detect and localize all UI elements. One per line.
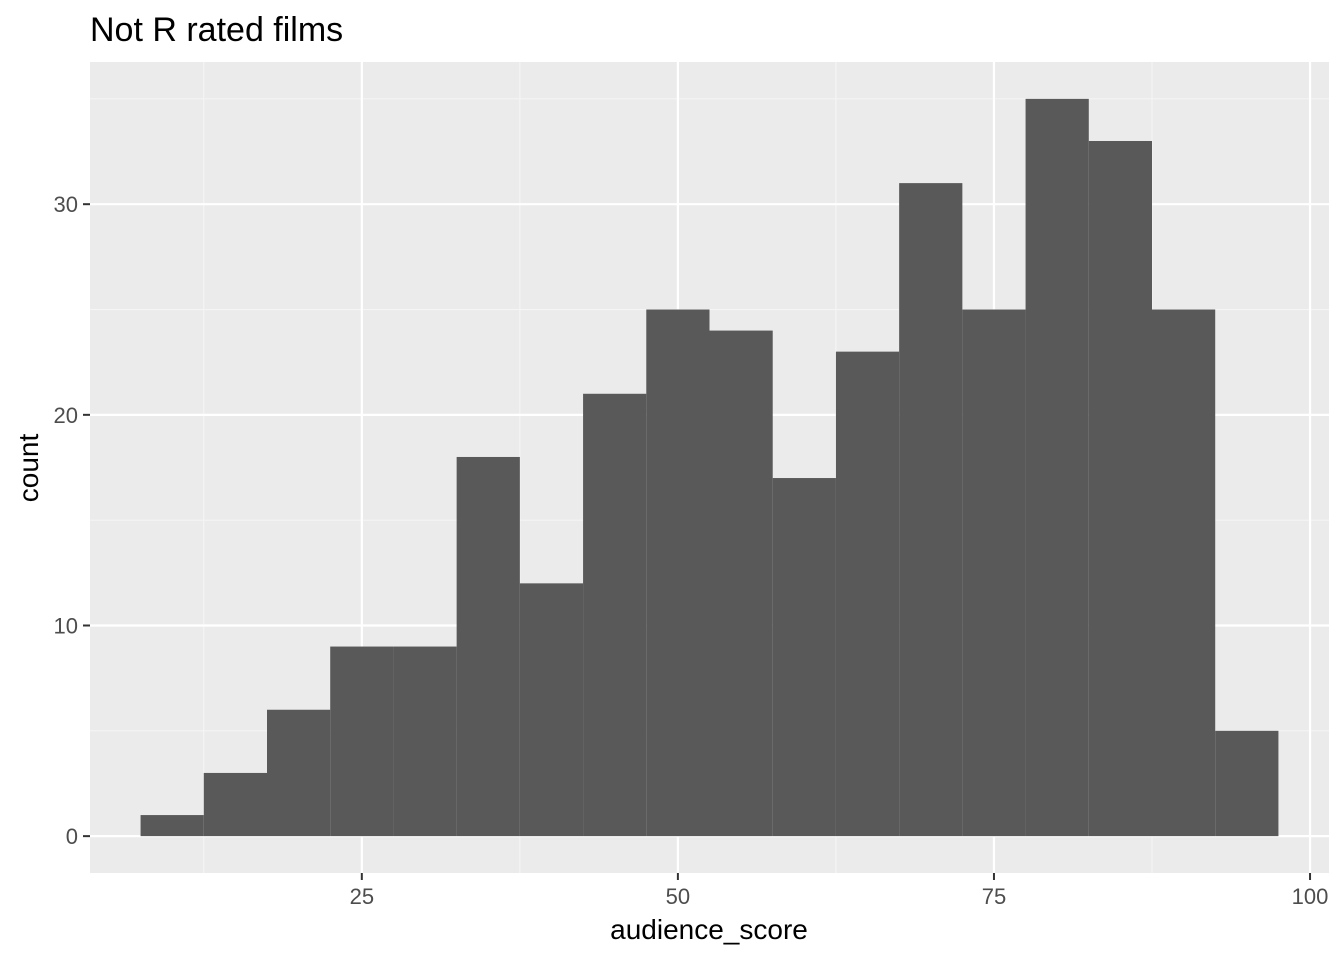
y-tick-label: 10 <box>54 613 78 638</box>
y-axis: 0 10 20 30 <box>54 192 90 849</box>
x-axis: 25 50 75 100 <box>350 873 1329 909</box>
y-tick-label: 30 <box>54 192 78 217</box>
histogram-bar <box>1088 140 1152 837</box>
x-tick-label: 100 <box>1292 884 1329 909</box>
histogram-bar <box>140 815 204 837</box>
chart-title: Not R rated films <box>90 11 343 49</box>
histogram-bar <box>393 646 457 837</box>
histogram-bar <box>203 772 267 837</box>
histogram-bar <box>835 351 900 837</box>
x-tick-label: 50 <box>666 884 690 909</box>
histogram-bar <box>709 330 773 837</box>
x-axis-title: audience_score <box>610 914 808 945</box>
histogram-bar <box>330 646 394 837</box>
y-tick-label: 0 <box>66 824 78 849</box>
x-tick-label: 25 <box>350 884 374 909</box>
histogram-bars <box>140 98 1279 837</box>
histogram-bar <box>772 478 836 837</box>
histogram-bar <box>267 709 331 837</box>
histogram-bar <box>456 456 520 837</box>
y-axis-title: count <box>13 434 44 503</box>
histogram-bar <box>962 309 1026 837</box>
histogram-bar <box>519 583 584 837</box>
histogram-bar <box>1025 98 1089 837</box>
histogram-bar <box>899 183 963 837</box>
histogram-bar <box>646 309 710 837</box>
histogram-bar <box>1152 309 1216 837</box>
x-tick-label: 75 <box>982 884 1006 909</box>
y-tick-label: 20 <box>54 403 78 428</box>
histogram-bar <box>583 393 647 837</box>
histogram-bar <box>1215 730 1279 837</box>
